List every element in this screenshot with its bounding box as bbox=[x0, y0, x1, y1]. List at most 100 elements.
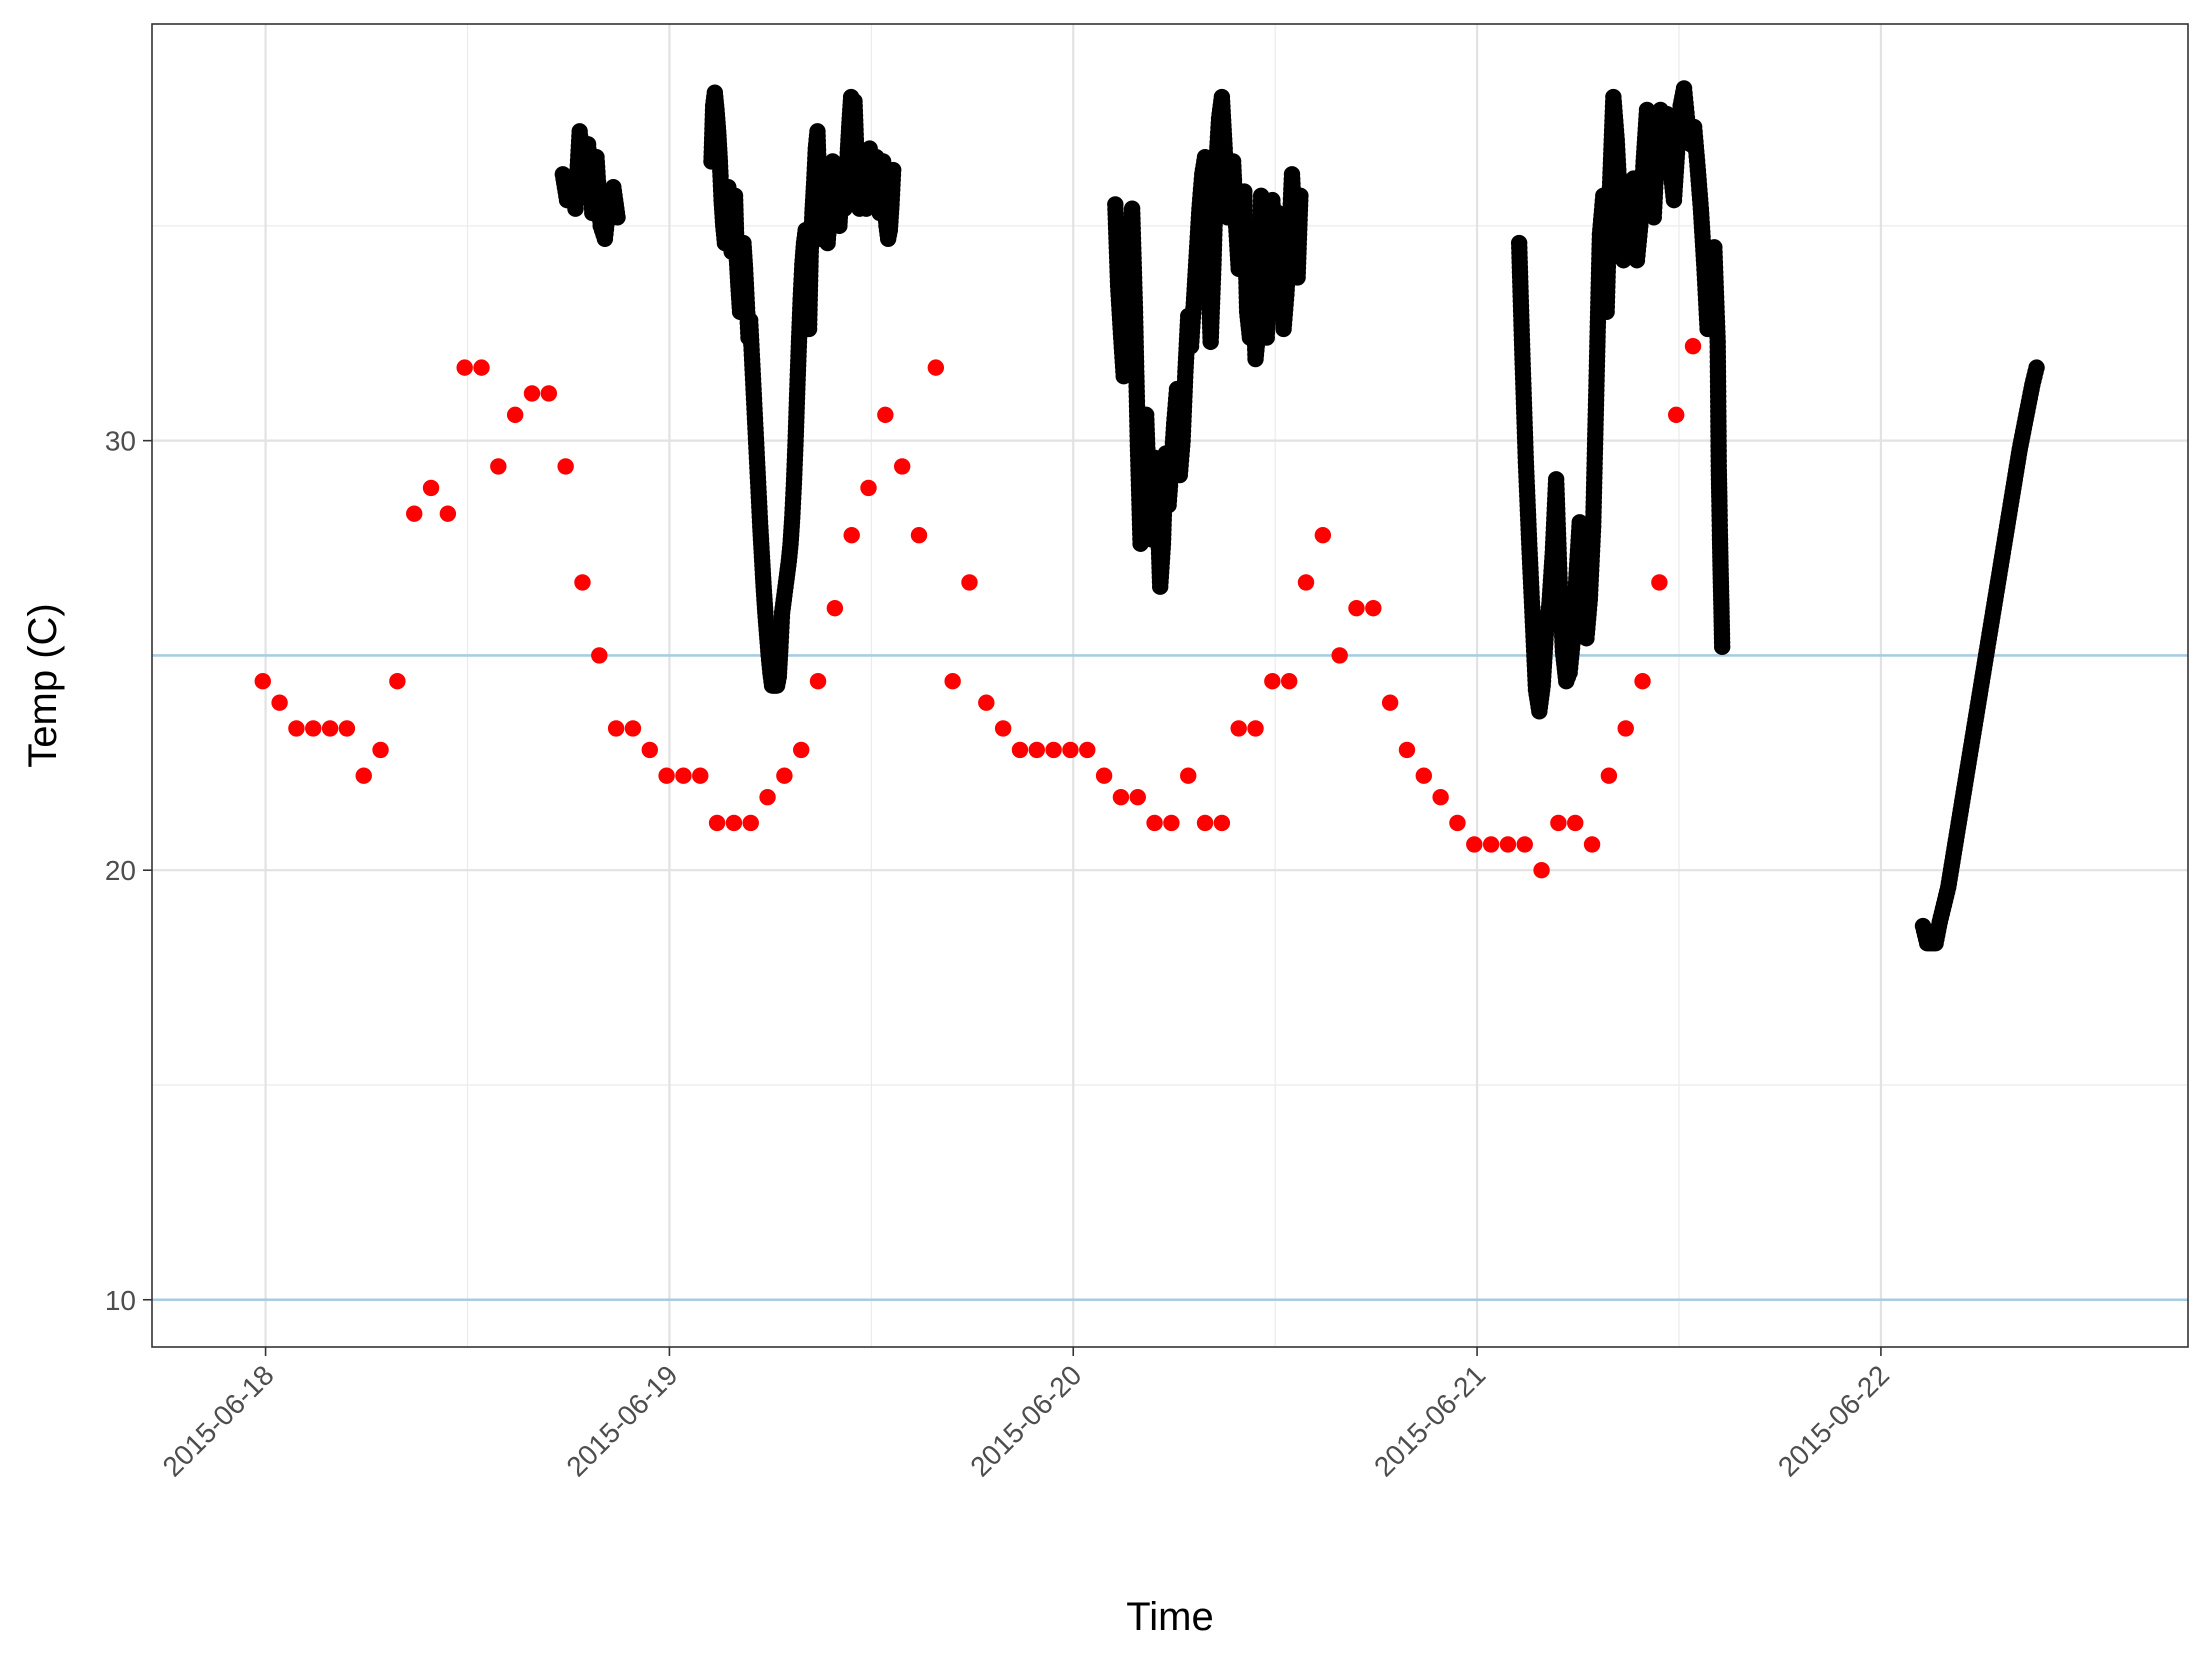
data-point bbox=[1365, 599, 1382, 617]
data-point bbox=[389, 673, 406, 690]
data-point bbox=[355, 767, 372, 784]
data-point bbox=[1230, 720, 1247, 737]
data-point bbox=[1292, 187, 1309, 205]
data-point bbox=[1713, 638, 1731, 656]
data-point bbox=[725, 814, 743, 832]
data-point bbox=[1617, 720, 1634, 737]
data-point bbox=[1482, 836, 1500, 853]
data-point bbox=[540, 385, 558, 402]
data-point bbox=[793, 741, 810, 759]
data-point bbox=[961, 574, 978, 591]
data-point bbox=[1062, 741, 1079, 759]
data-point bbox=[742, 814, 759, 832]
data-point bbox=[1516, 836, 1533, 853]
data-point bbox=[1634, 673, 1651, 690]
series-black-points bbox=[554, 80, 2045, 952]
data-point bbox=[557, 458, 574, 475]
y-tick-label: 10 bbox=[105, 1285, 136, 1316]
x-axis-title: Time bbox=[1126, 1595, 1213, 1639]
data-point bbox=[624, 720, 642, 737]
data-point bbox=[506, 406, 524, 424]
data-point bbox=[456, 359, 473, 376]
data-point bbox=[1045, 741, 1062, 759]
data-point bbox=[254, 673, 271, 690]
data-point bbox=[1314, 526, 1332, 544]
data-point bbox=[321, 720, 339, 737]
data-point bbox=[1011, 741, 1029, 759]
data-point bbox=[893, 458, 911, 475]
data-point bbox=[1348, 599, 1365, 617]
data-point bbox=[658, 767, 675, 784]
data-point bbox=[490, 458, 507, 475]
series-red-points bbox=[254, 337, 1702, 879]
data-point bbox=[574, 574, 591, 591]
data-point bbox=[692, 767, 709, 784]
data-point bbox=[1196, 814, 1214, 832]
data-point bbox=[759, 788, 776, 806]
data-point bbox=[877, 406, 894, 424]
data-point bbox=[1163, 814, 1180, 832]
data-point bbox=[1600, 767, 1618, 784]
data-point bbox=[1028, 741, 1045, 759]
data-point bbox=[1432, 788, 1449, 806]
data-point bbox=[843, 526, 860, 544]
y-tick-label: 30 bbox=[105, 426, 136, 457]
data-point bbox=[1667, 406, 1685, 424]
data-point bbox=[338, 720, 356, 737]
data-point bbox=[1095, 767, 1113, 784]
data-point bbox=[826, 599, 844, 617]
data-point bbox=[1297, 574, 1315, 591]
series bbox=[254, 80, 2045, 952]
data-point bbox=[944, 673, 961, 690]
data-point bbox=[1651, 574, 1668, 591]
data-point bbox=[1264, 673, 1281, 690]
data-point bbox=[1533, 862, 1550, 879]
data-point bbox=[523, 385, 541, 402]
data-point bbox=[609, 209, 626, 226]
data-point bbox=[809, 673, 827, 690]
data-point bbox=[994, 720, 1012, 737]
data-point bbox=[1381, 694, 1399, 711]
data-point bbox=[910, 526, 928, 544]
data-point bbox=[1112, 788, 1130, 806]
data-point bbox=[708, 814, 726, 832]
data-point bbox=[1550, 814, 1567, 832]
data-point bbox=[406, 505, 423, 522]
data-point bbox=[860, 479, 877, 497]
data-point bbox=[1280, 673, 1298, 690]
data-point bbox=[641, 741, 658, 759]
data-point bbox=[288, 720, 305, 737]
data-point bbox=[885, 161, 902, 179]
data-point bbox=[372, 741, 389, 759]
data-point bbox=[927, 359, 945, 376]
data-point bbox=[1146, 814, 1163, 832]
data-point bbox=[1449, 814, 1466, 832]
reference-lines bbox=[152, 654, 2188, 1302]
data-point bbox=[473, 359, 490, 376]
data-point bbox=[1079, 741, 1096, 759]
data-point bbox=[675, 767, 692, 784]
data-point bbox=[271, 694, 288, 711]
data-point bbox=[1129, 788, 1146, 806]
y-tick-label: 20 bbox=[105, 855, 136, 886]
data-point bbox=[1684, 337, 1702, 355]
data-point bbox=[607, 720, 625, 737]
data-point bbox=[1398, 741, 1416, 759]
data-point bbox=[1331, 647, 1348, 664]
data-point bbox=[1499, 836, 1517, 853]
data-point bbox=[1466, 836, 1483, 853]
data-point bbox=[1415, 767, 1432, 784]
data-point bbox=[422, 479, 440, 497]
data-point bbox=[591, 647, 608, 664]
data-point bbox=[1180, 767, 1197, 784]
data-point bbox=[1247, 720, 1264, 737]
data-point bbox=[978, 694, 995, 711]
data-point bbox=[776, 767, 793, 784]
data-point bbox=[1213, 814, 1231, 832]
panel-border bbox=[151, 23, 2189, 1348]
data-point bbox=[439, 505, 457, 522]
y-axis-title: Temp (C) bbox=[21, 603, 65, 767]
